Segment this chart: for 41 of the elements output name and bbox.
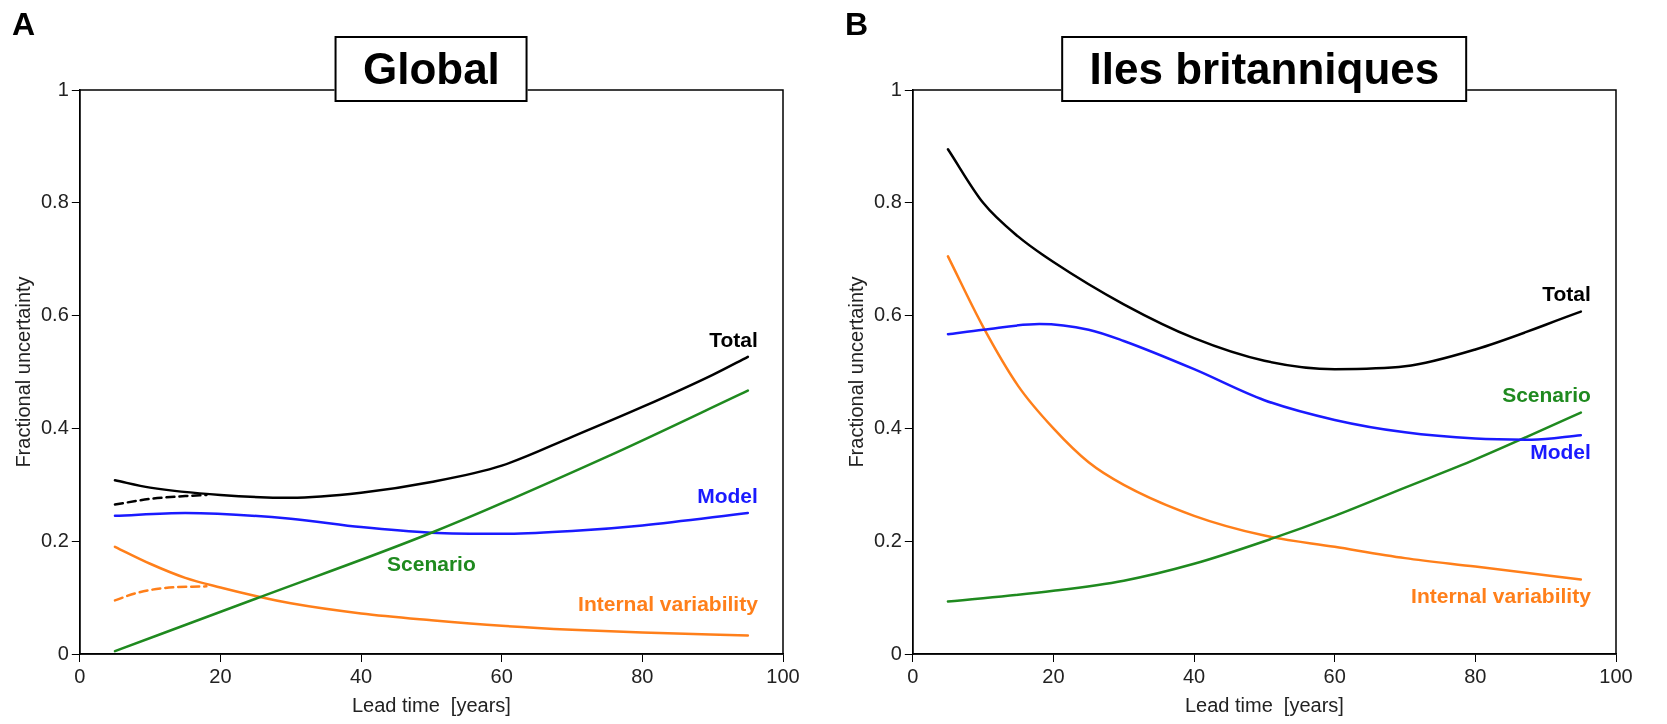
y-tick-label: 1: [890, 77, 902, 100]
text: B: [845, 6, 869, 43]
y-tick-label: 0: [57, 641, 69, 664]
x-tick-label: 60: [1323, 664, 1346, 687]
x-tick-label: 100: [766, 664, 800, 687]
series-label: Total: [1542, 282, 1591, 306]
y-tick-label: 0.4: [873, 415, 902, 438]
x-tick-label: 80: [631, 664, 654, 687]
y-tick-label: 0.6: [40, 303, 69, 326]
x-tick-label: 20: [209, 664, 232, 687]
y-tick-label: 0.8: [873, 190, 902, 213]
y-tick-label: 0.8: [40, 190, 69, 213]
x-tick-label: 0: [907, 664, 919, 687]
x-axis-title: Lead time [years]: [351, 693, 511, 716]
x-tick-label: 60: [490, 664, 513, 687]
y-tick-label: 0.2: [40, 528, 69, 551]
y-tick-label: 0: [890, 641, 902, 664]
y-tick-label: 0.6: [873, 303, 902, 326]
y-axis-title: Fractional uncertainty: [11, 276, 34, 468]
chart-title: Global: [334, 36, 528, 102]
x-axis-title: Lead time [years]: [1184, 693, 1344, 716]
x-tick-label: 40: [1182, 664, 1206, 687]
x-tick-label: 40: [349, 664, 373, 687]
y-tick-label: 1: [57, 77, 69, 100]
x-tick-label: 0: [74, 664, 86, 687]
y-tick-label: 0.4: [40, 415, 69, 438]
x-tick-label: 80: [1464, 664, 1487, 687]
x-tick-label: 100: [1599, 664, 1633, 687]
series-label: Scenario: [1502, 383, 1591, 407]
series-label: Total: [709, 327, 758, 351]
series-label: Model: [1530, 439, 1591, 463]
series-label: Internal variability: [578, 592, 759, 616]
line-series: [113, 511, 750, 536]
chart-title: Iles britanniques: [1061, 36, 1468, 102]
series-label: Scenario: [387, 551, 476, 575]
text: A: [12, 6, 36, 43]
series-label: Model: [697, 483, 758, 507]
x-tick-label: 20: [1042, 664, 1065, 687]
series-label: Internal variability: [1411, 584, 1592, 608]
y-tick-label: 0.2: [873, 528, 902, 551]
y-axis-title: Fractional uncertainty: [844, 276, 867, 468]
